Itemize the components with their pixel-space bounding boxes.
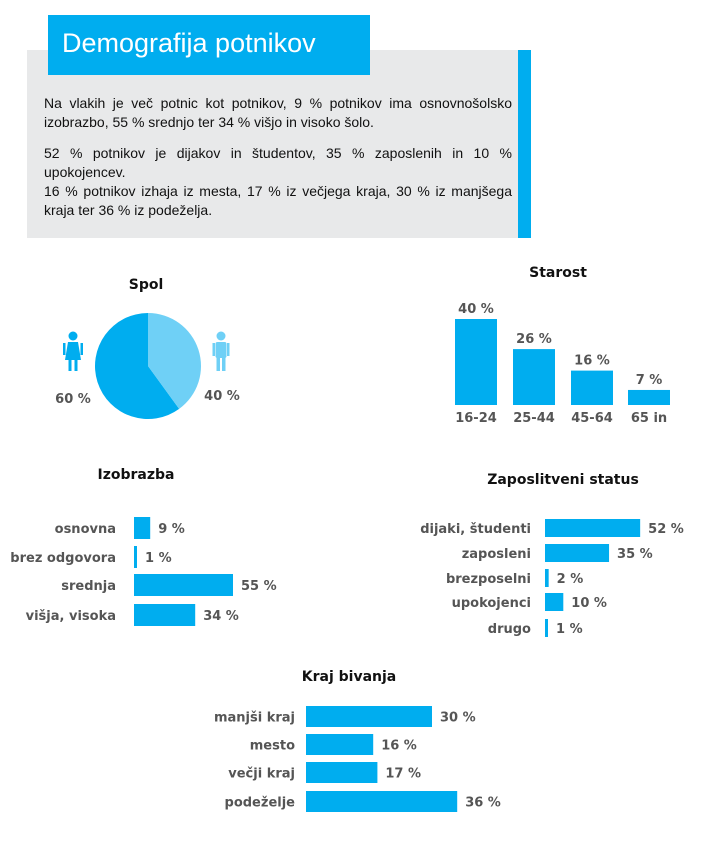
starost-value-65-in: 7 % <box>636 373 663 388</box>
pie-slice-women <box>94 313 180 420</box>
zaposlitveni-bar-dijaki-studenti <box>545 519 641 537</box>
chart-spol: Spol 60 % 40 % <box>55 277 240 420</box>
kraj-bar-mesto <box>306 734 374 755</box>
intro-text: Na vlakih je več potnic kot potnikov, 9 … <box>44 94 512 220</box>
izobrazba-bar-osnovna <box>134 517 151 539</box>
kraj-bar-vecji-kraj <box>306 762 378 783</box>
chart-starost-title: Starost <box>529 265 587 281</box>
zaposlitveni-value-upokojenci: 10 % <box>571 596 607 611</box>
kraj-value-mesto: 16 % <box>381 739 417 754</box>
izobrazba-value-osnovna: 9 % <box>158 522 185 537</box>
chart-zaposlitveni-title: Zaposlitveni status <box>487 472 639 488</box>
starost-bar-16-24 <box>455 319 497 405</box>
izobrazba-cat-brez-odgovora: brez odgovora <box>10 551 116 566</box>
zaposlitveni-bar-zaposleni <box>545 544 610 562</box>
chart-spol-title: Spol <box>129 277 164 293</box>
zaposlitveni-cat-drugo: drugo <box>488 622 531 637</box>
zaposlitveni-cat-zaposleni: zaposleni <box>462 547 531 562</box>
page-title: Demografija potnikov <box>62 28 316 58</box>
zaposlitveni-bar-drugo <box>545 619 548 637</box>
chart-zaposlitveni-status: Zaposlitveni status dijaki, študenti zap… <box>420 472 684 637</box>
chart-izobrazba-title: Izobrazba <box>98 467 175 483</box>
man-icon <box>212 331 230 371</box>
kraj-cat-podezelje: podeželje <box>225 796 296 811</box>
starost-cat-25-44: 25-44 <box>513 411 555 426</box>
izobrazba-cat-srednja: srednja <box>61 579 116 594</box>
izobrazba-bar-visja-visoka <box>134 604 196 626</box>
zaposlitveni-cat-brezposelni: brezposelni <box>446 572 531 587</box>
pie-label-men: 40 % <box>204 389 240 404</box>
zaposlitveni-value-dijaki-studenti: 52 % <box>648 522 684 537</box>
intro-paragraph-3: 16 % potnikov izhaja iz mesta, 17 % iz v… <box>44 183 512 218</box>
chart-starost: Starost 40 % 26 % 16 % 7 % 16-24 25-44 4… <box>455 265 670 426</box>
title-banner: Demografija potnikov <box>48 15 370 75</box>
starost-bar-65-in <box>628 389 670 405</box>
chart-izobrazba: Izobrazba osnovna brez odgovora srednja … <box>10 467 277 626</box>
starost-cat-65-in: 65 in <box>631 411 667 426</box>
chart-kraj-bivanja: Kraj bivanja manjši kraj mesto večji kra… <box>214 669 501 812</box>
intro-paragraph-2: 52 % potnikov je dijakov in študentov, 3… <box>44 145 512 180</box>
izobrazba-value-srednja: 55 % <box>241 579 277 594</box>
izobrazba-cat-visja-visoka: višja, visoka <box>26 609 116 624</box>
woman-icon <box>63 331 83 371</box>
kraj-value-podezelje: 36 % <box>465 796 501 811</box>
starost-cat-45-64: 45-64 <box>571 411 613 426</box>
izobrazba-bar-srednja <box>134 574 233 596</box>
starost-bar-45-64 <box>571 370 613 405</box>
kraj-cat-vecji-kraj: večji kraj <box>228 767 295 782</box>
kraj-cat-manjsi-kraj: manjši kraj <box>214 711 295 726</box>
intro-paragraph-1: Na vlakih je več potnic kot potnikov, 9 … <box>44 95 512 130</box>
starost-value-25-44: 26 % <box>516 332 552 347</box>
izobrazba-value-brez-odgovora: 1 % <box>145 551 172 566</box>
zaposlitveni-value-zaposleni: 35 % <box>617 547 653 562</box>
zaposlitveni-value-brezposelni: 2 % <box>557 572 584 587</box>
kraj-bar-manjsi-kraj <box>306 706 432 727</box>
starost-cat-16-24: 16-24 <box>455 411 497 426</box>
izobrazba-bar-brez-odgovora <box>134 546 137 568</box>
starost-value-45-64: 16 % <box>574 354 610 369</box>
starost-value-16-24: 40 % <box>458 302 494 317</box>
pie-slice-men <box>148 313 201 409</box>
header-accent-bar <box>518 50 531 238</box>
kraj-cat-mesto: mesto <box>250 739 295 754</box>
header-panel <box>27 50 531 238</box>
izobrazba-cat-osnovna: osnovna <box>55 522 116 537</box>
pie-label-women: 60 % <box>55 392 91 407</box>
zaposlitveni-bar-upokojenci <box>545 593 564 611</box>
zaposlitveni-bar-brezposelni <box>545 569 549 587</box>
kraj-value-vecji-kraj: 17 % <box>385 767 421 782</box>
chart-kraj-title: Kraj bivanja <box>302 669 396 685</box>
starost-bar-25-44 <box>513 349 555 405</box>
kraj-bar-podezelje <box>306 791 458 812</box>
zaposlitveni-cat-dijaki-studenti: dijaki, študenti <box>420 522 531 537</box>
zaposlitveni-value-drugo: 1 % <box>556 622 583 637</box>
zaposlitveni-cat-upokojenci: upokojenci <box>452 596 531 611</box>
izobrazba-value-visja-visoka: 34 % <box>203 609 239 624</box>
kraj-value-manjsi-kraj: 30 % <box>440 711 476 726</box>
